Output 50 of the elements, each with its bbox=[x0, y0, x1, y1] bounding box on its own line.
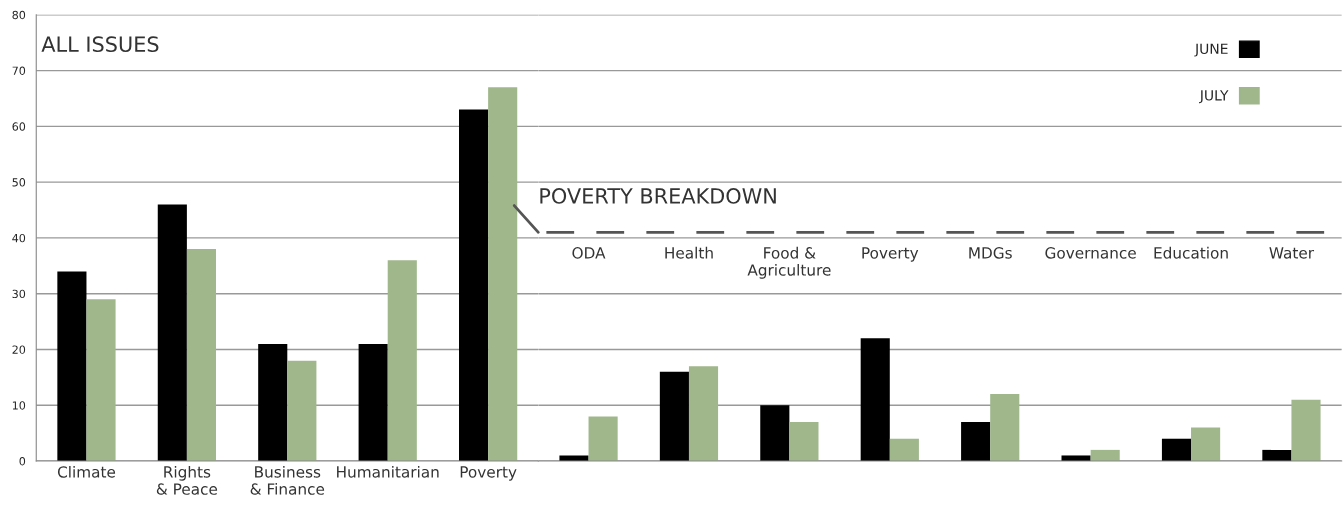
x-tick-label: Health bbox=[665, 246, 713, 259]
bar bbox=[157, 204, 187, 462]
bar bbox=[1161, 438, 1192, 462]
bar bbox=[688, 366, 719, 462]
y-tick-label: 10 bbox=[12, 401, 26, 410]
legend-label: JUNE bbox=[1194, 43, 1228, 57]
bar bbox=[789, 421, 819, 462]
bar bbox=[588, 416, 618, 462]
bar bbox=[659, 371, 689, 462]
y-tick-label: 70 bbox=[12, 66, 26, 75]
x-tick-label: Governance bbox=[1045, 247, 1136, 259]
x-tick-label: ODA bbox=[572, 247, 606, 259]
y-tick-label: 30 bbox=[12, 289, 26, 299]
bar bbox=[387, 260, 417, 462]
bar bbox=[1061, 455, 1091, 462]
bar bbox=[258, 343, 288, 462]
x-tick-label: MDGs bbox=[969, 247, 1012, 259]
bar bbox=[990, 394, 1020, 462]
x-tick-label: Poverty bbox=[460, 466, 517, 481]
x-tick-label: Humanitarian bbox=[337, 465, 439, 478]
text: POVERTY BREAKDOWN bbox=[540, 188, 776, 204]
y-tick-label: 40 bbox=[12, 233, 26, 243]
bar bbox=[57, 271, 87, 462]
x-tick-label: Food & Agriculture bbox=[747, 246, 831, 279]
bar bbox=[287, 360, 317, 462]
bar bbox=[860, 338, 890, 462]
bar bbox=[1291, 399, 1321, 462]
x-tick-label: Poverty bbox=[862, 247, 919, 262]
y-tick-label: 50 bbox=[12, 178, 26, 187]
y-tick-label: 0 bbox=[19, 457, 26, 466]
y-tick-label: 20 bbox=[12, 345, 26, 354]
y-tick-label: 60 bbox=[12, 122, 26, 131]
bar bbox=[186, 249, 216, 462]
x-tick-label: Education bbox=[1154, 246, 1228, 259]
x-tick-label: Water bbox=[1269, 247, 1315, 259]
bar bbox=[459, 109, 489, 462]
bar bbox=[86, 299, 116, 462]
x-tick-label: Business & Finance bbox=[250, 465, 325, 495]
bar bbox=[1191, 427, 1221, 462]
text: ALL ISSUES bbox=[41, 36, 159, 53]
y-tick-label: 80 bbox=[12, 10, 26, 20]
bar bbox=[488, 87, 518, 462]
bar bbox=[559, 455, 589, 462]
bar bbox=[961, 421, 991, 462]
legend-label: JULY bbox=[1199, 90, 1229, 104]
bar bbox=[889, 438, 919, 462]
x-tick-label: Rights & Peace bbox=[156, 465, 218, 495]
x-tick-label: Climate bbox=[57, 465, 116, 478]
bar bbox=[358, 343, 388, 462]
bar bbox=[760, 405, 790, 462]
